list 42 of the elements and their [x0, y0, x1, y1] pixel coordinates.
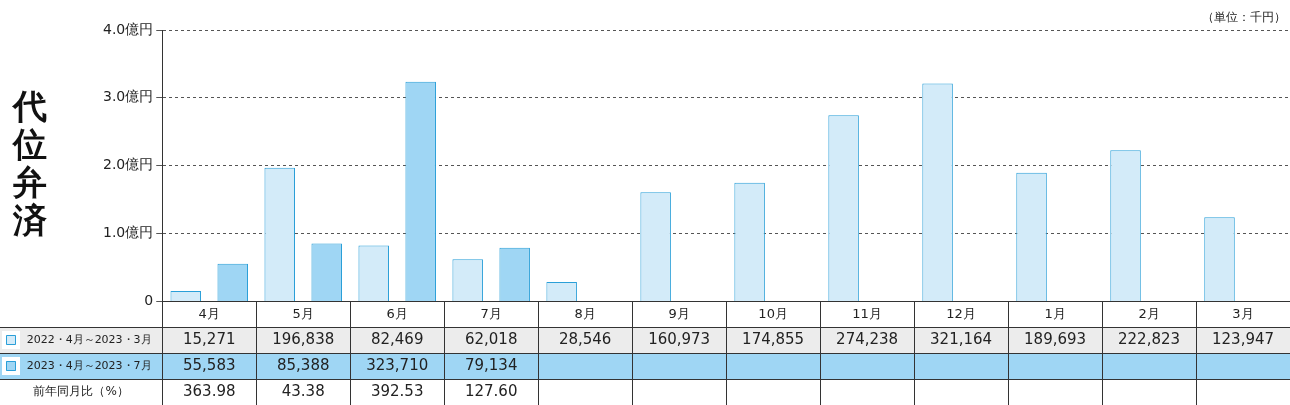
- text: 62,018: [464, 329, 518, 348]
- text: 174,855: [742, 329, 805, 348]
- x-tick-label: 5月: [292, 305, 314, 321]
- text: 127.60: [464, 381, 518, 400]
- x-tick-label: 7月: [480, 305, 502, 321]
- text: 196,838: [272, 329, 335, 348]
- text: （単位：千円）: [1202, 10, 1286, 25]
- text: 82,469: [370, 329, 424, 348]
- x-tick-label: 11月: [852, 305, 882, 321]
- text: 274,238: [836, 329, 899, 348]
- y-tick-label: 4.0億円: [103, 20, 154, 37]
- text: 55,583: [183, 355, 236, 374]
- text: 323,710: [366, 355, 429, 374]
- text: 392.53: [370, 381, 424, 400]
- text: 321,164: [930, 329, 993, 348]
- text: 85,388: [276, 355, 330, 374]
- text: 222,823: [1118, 329, 1181, 348]
- x-tick-label: 2月: [1138, 305, 1160, 321]
- x-tick-label: 12月: [946, 305, 976, 321]
- text: 160,973: [648, 329, 711, 348]
- x-tick-label: 8月: [574, 305, 596, 321]
- y-tick-label: 1.0億円: [103, 224, 154, 241]
- y-axis-title: 代位弁済: [11, 85, 47, 240]
- text: 15,271: [183, 329, 236, 348]
- x-tick-label: 1月: [1044, 305, 1066, 321]
- text: 28,546: [558, 329, 612, 348]
- x-tick-label: 4月: [198, 305, 220, 321]
- y-tick-label: 2.0億円: [103, 156, 154, 173]
- x-tick-label: 6月: [386, 305, 408, 321]
- y-tick-label: 0: [144, 292, 154, 309]
- x-tick-label: 3月: [1232, 305, 1254, 321]
- text: 43.38: [281, 381, 325, 400]
- x-tick-label: 10月: [758, 305, 788, 321]
- legend-label: 2022・4月～2023・3月: [26, 332, 152, 346]
- text: 前年同月比（%）: [33, 384, 129, 399]
- text: 363.98: [183, 381, 236, 400]
- legend-label: 2023・4月～2023・7月: [26, 358, 152, 372]
- text: 123,947: [1212, 329, 1275, 348]
- y-tick-label: 3.0億円: [103, 88, 154, 105]
- text: 189,693: [1024, 329, 1087, 348]
- x-tick-label: 9月: [668, 305, 690, 321]
- text: 79,134: [464, 355, 518, 374]
